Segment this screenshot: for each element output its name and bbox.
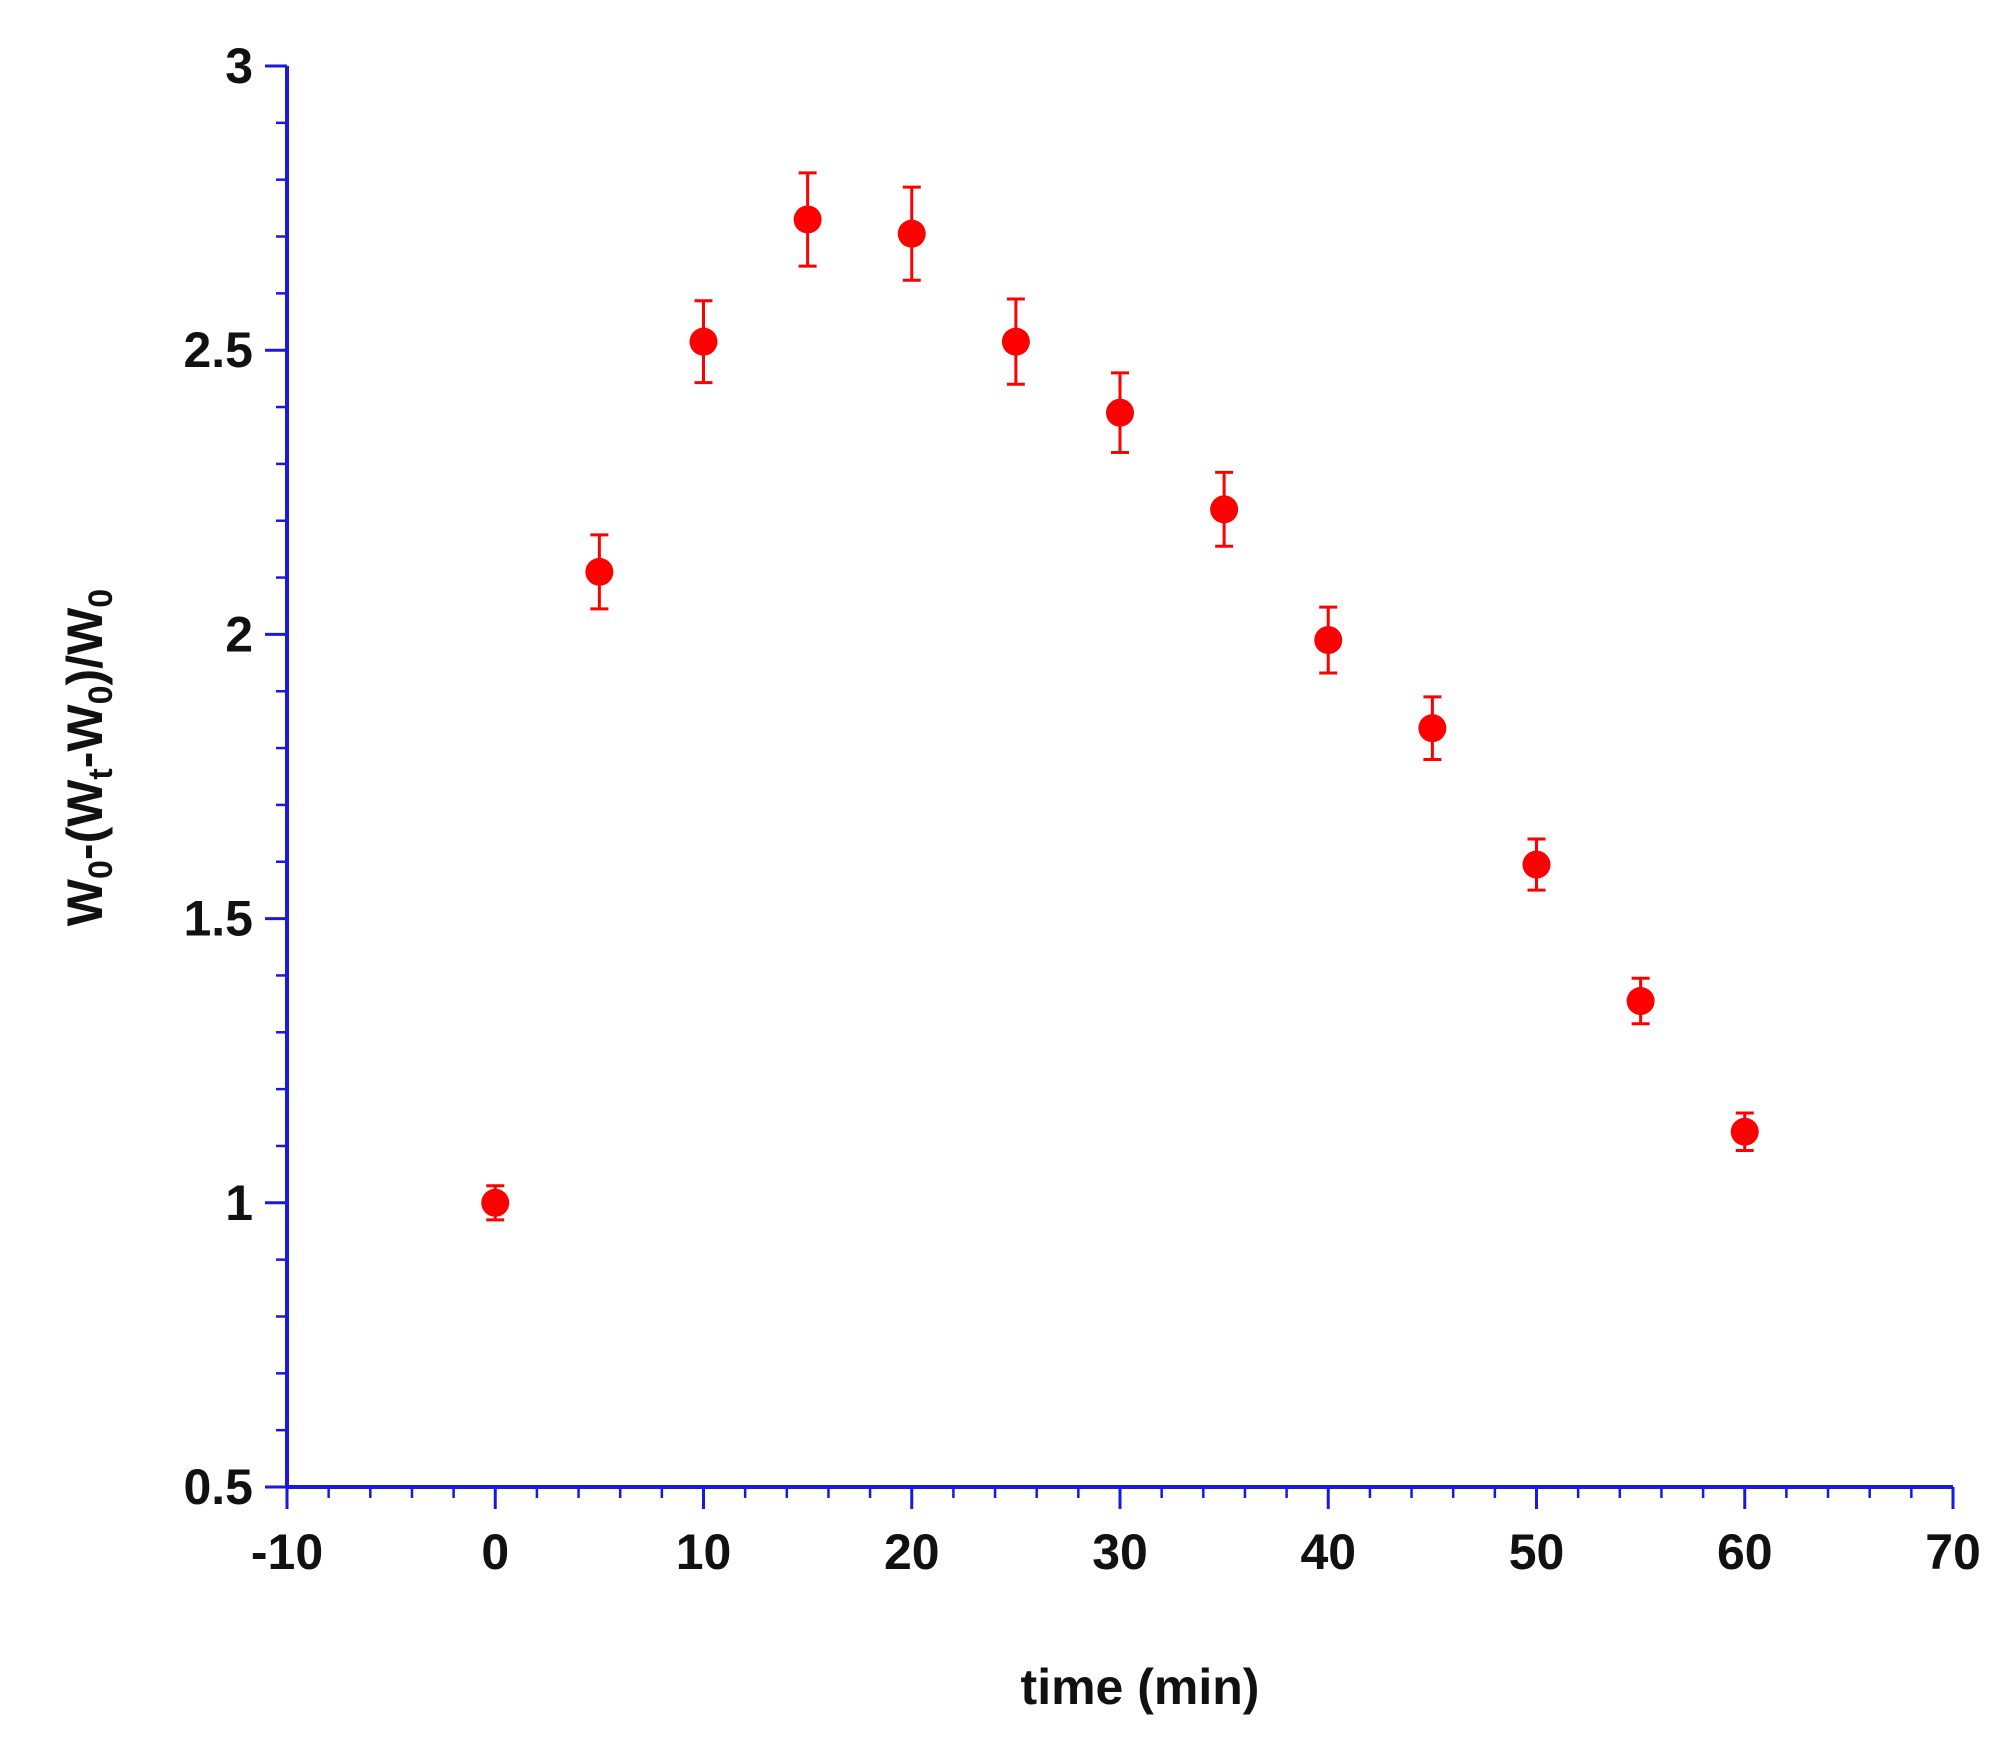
data-point [585,533,614,611]
data-marker [897,219,926,248]
data-point [1106,371,1134,455]
y-axis-label: W0-(Wt-W0)/W0 [57,589,120,926]
x-tick-label: 20 [884,1524,940,1580]
y-tick-label: 1 [225,1175,253,1231]
data-point [481,1184,510,1222]
data-point [897,185,926,282]
data-marker [1730,1117,1759,1146]
data-point [1626,976,1655,1026]
y-tick-label: 1.5 [183,891,253,947]
x-tick-label: 30 [1092,1524,1148,1580]
x-tick-label: 50 [1509,1524,1565,1580]
y-axis-label-text: W0-(Wt-W0)/W0 [57,589,120,926]
y-tick-label: 0.5 [183,1459,253,1515]
data-marker [689,327,718,356]
x-tick-label: 40 [1300,1524,1356,1580]
x-tick-label: 70 [1925,1524,1981,1580]
data-point [1730,1111,1759,1153]
data-point [793,171,822,268]
data-marker [1210,495,1239,524]
axes [285,66,1953,1489]
data-marker [793,205,822,234]
data-marker [1626,987,1655,1016]
ticks: -10 0 10 20 30 40 50 60 70 0.5 1 1.5 2 2.5 3 [183,38,1980,1580]
data-marker [1314,626,1343,655]
x-tick-label: 10 [676,1524,732,1580]
data-point [689,299,718,385]
data-marker [1522,850,1551,879]
y-tick-label: 3 [225,38,253,94]
data-marker [1418,714,1447,743]
data-marker [1001,327,1030,356]
y-tick-label: 2 [225,606,253,662]
x-tick-label: 0 [481,1524,509,1580]
data-point [1522,837,1551,892]
x-tick-label: -10 [251,1524,323,1580]
data-point [1210,470,1239,548]
data-point [1418,695,1447,761]
data-marker [1106,398,1134,427]
data-point [1001,297,1030,386]
data-point [1314,605,1343,675]
y-tick-label: 2.5 [183,322,253,378]
data-points [481,171,1759,1222]
data-marker [585,557,614,586]
data-marker [481,1188,510,1217]
x-axis-label: time (min) [1021,1659,1260,1715]
x-tick-label: 60 [1717,1524,1773,1580]
